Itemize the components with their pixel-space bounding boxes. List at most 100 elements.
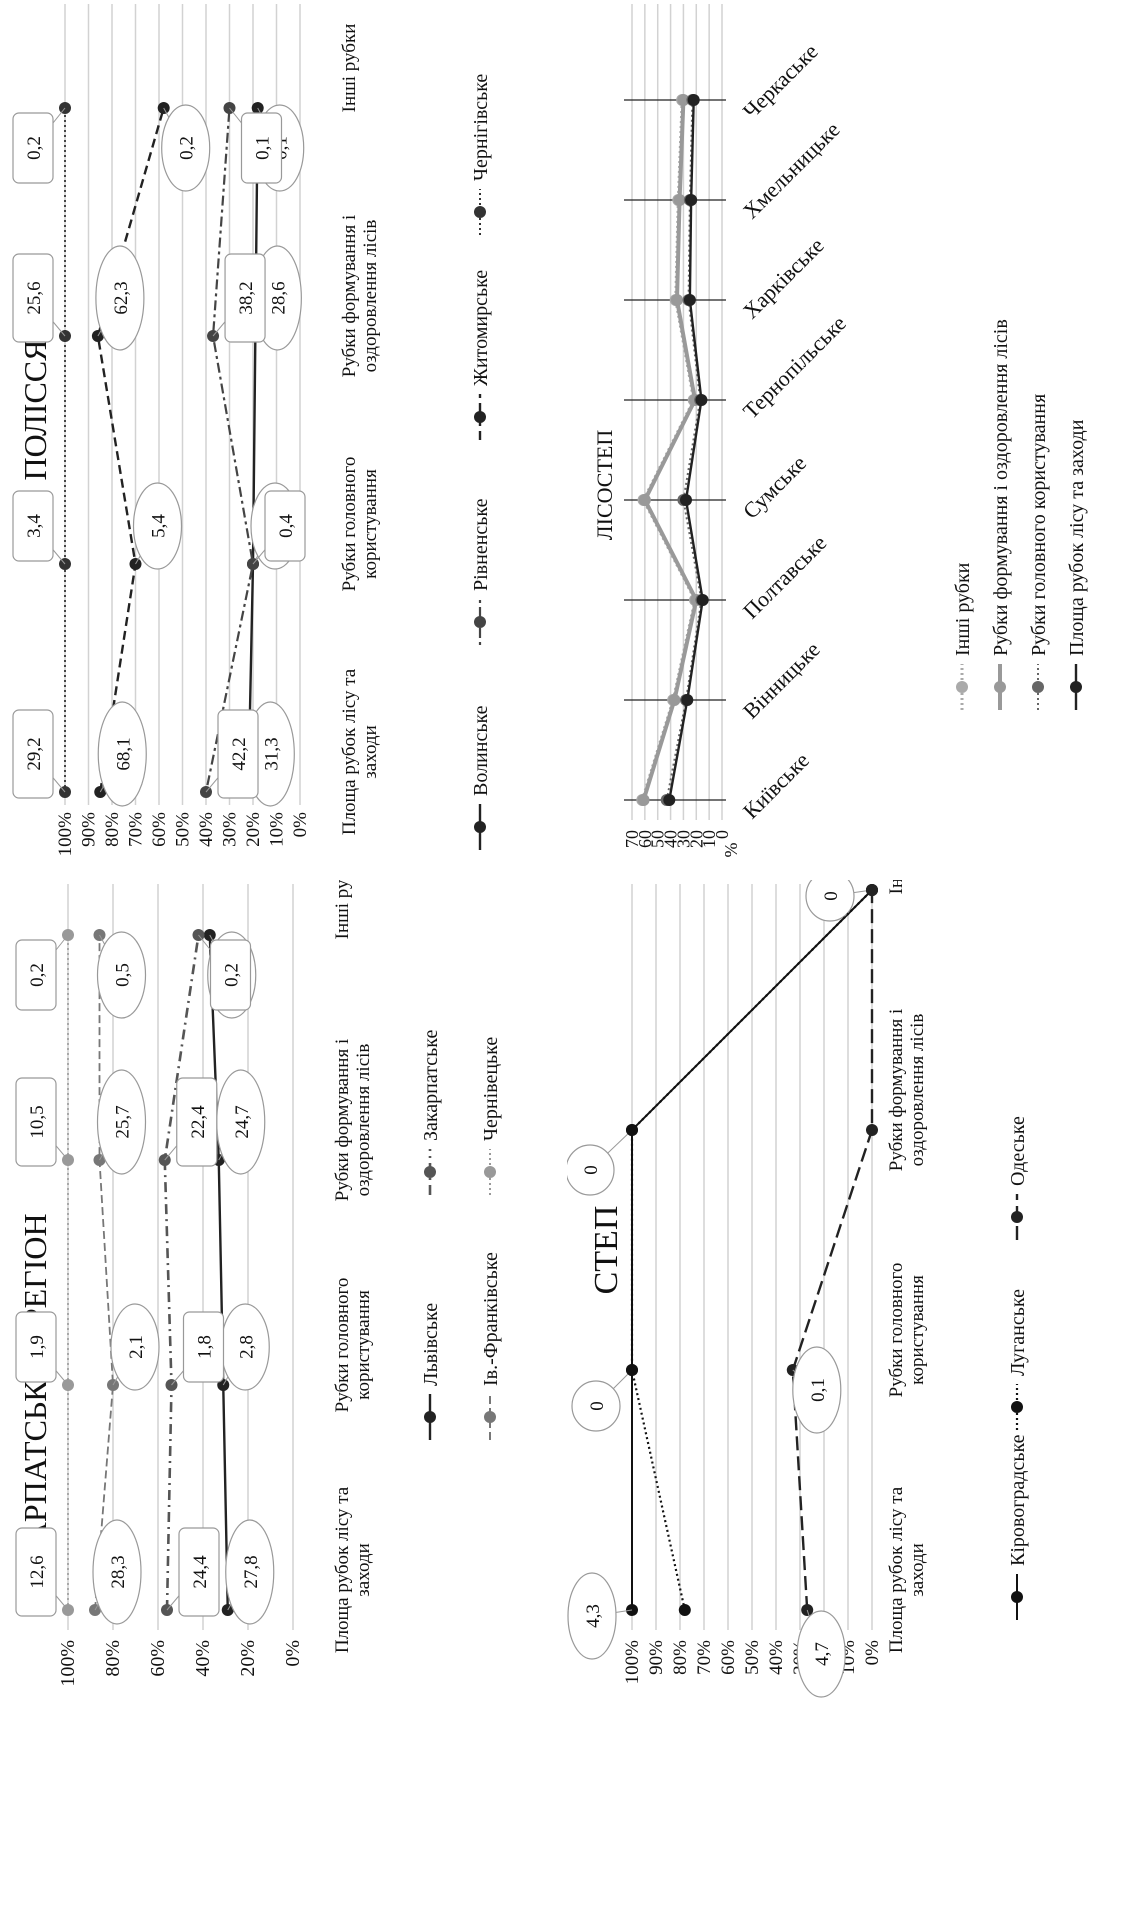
series-line bbox=[94, 935, 114, 1611]
data-label-callout bbox=[96, 931, 147, 1019]
y-tick-label: 80% bbox=[102, 812, 123, 847]
data-point bbox=[638, 494, 651, 506]
data-label: 10,5 bbox=[27, 1105, 48, 1138]
y-tick-label: 30% bbox=[220, 812, 241, 847]
y-tick-label: 10 bbox=[699, 830, 719, 848]
y-tick-label: 50% bbox=[173, 812, 194, 847]
legend-label: Інші рубки bbox=[952, 562, 974, 656]
legend-swatch-marker bbox=[474, 206, 486, 218]
chart-karpaty: КАРПАТСЬКИЙ РЕГІОН 100% 80% 60% 40% 20% 0% 27,8… bbox=[0, 880, 560, 1910]
data-point bbox=[678, 1604, 691, 1616]
series-line bbox=[247, 107, 259, 793]
category-label: Інші рубки bbox=[886, 880, 907, 894]
data-point bbox=[681, 694, 694, 706]
data-label-callout bbox=[178, 1527, 220, 1617]
y-tick-label: 100% bbox=[57, 1640, 79, 1687]
y-tick-label: 90% bbox=[79, 812, 100, 847]
legend-swatch-marker bbox=[474, 411, 486, 423]
data-label-callout bbox=[796, 1610, 846, 1698]
category-label: Рубки формування іоздоровлення лісів bbox=[886, 1009, 928, 1171]
y-tick-label: 60% bbox=[149, 812, 170, 847]
chart-lisostep: ЛІСОСТЕП 70 60 50 40 30 20 10 0% Київське Вінницьк… bbox=[567, 0, 1127, 860]
data-label: 28,6 bbox=[268, 281, 289, 314]
category-label: Рубки головногокористування bbox=[886, 1263, 928, 1398]
data-label-callout bbox=[15, 1527, 57, 1617]
series-line bbox=[791, 890, 874, 1611]
legend-swatch-marker bbox=[474, 821, 486, 833]
data-label-callout bbox=[15, 939, 57, 1011]
data-label-callout bbox=[97, 701, 147, 807]
data-label-callout bbox=[182, 1311, 225, 1383]
data-label: 28,3 bbox=[108, 1555, 129, 1588]
y-tick-label: 100% bbox=[55, 812, 76, 857]
legend-label: Кіровоградське bbox=[1007, 1434, 1029, 1566]
data-label: 24,7 bbox=[232, 1105, 253, 1138]
legend-label: Закарпатське bbox=[420, 1030, 442, 1141]
category-label: Київське bbox=[738, 747, 814, 823]
data-point bbox=[866, 1124, 878, 1136]
data-point bbox=[668, 694, 681, 706]
data-point bbox=[671, 294, 683, 306]
y-tick-label: 80% bbox=[670, 1640, 691, 1675]
data-label-callout bbox=[110, 1303, 160, 1391]
chart-step-svg: СТЕП100%90%80%70%60%50%40%30%20%10%0%4,3… bbox=[567, 880, 1029, 1698]
data-label-callout bbox=[96, 1069, 147, 1175]
y-tick-label: 40% bbox=[766, 1640, 787, 1675]
y-tick-label: 30 bbox=[673, 830, 693, 848]
data-label: 5,4 bbox=[149, 514, 170, 538]
y-tick-label: 90% bbox=[646, 1640, 667, 1675]
data-label: 0,4 bbox=[276, 514, 297, 538]
data-label-callout bbox=[95, 245, 145, 351]
data-label: 2,1 bbox=[126, 1335, 147, 1359]
chart-title: СТЕП bbox=[588, 1206, 625, 1295]
data-label-callout bbox=[240, 112, 283, 184]
data-label-callout bbox=[132, 482, 183, 570]
legend-swatch-marker bbox=[994, 681, 1006, 693]
data-point bbox=[626, 1364, 638, 1376]
y-tick-label: 100% bbox=[622, 1640, 643, 1685]
legend-swatch-marker bbox=[1070, 681, 1082, 693]
data-point bbox=[695, 394, 708, 406]
data-point bbox=[685, 194, 698, 206]
category-label: Рубки формування іоздоровлення лісів bbox=[339, 215, 381, 377]
category-label: Вінницьке bbox=[738, 637, 825, 724]
data-label-callout bbox=[161, 104, 211, 192]
data-label: 25,6 bbox=[24, 281, 45, 314]
category-label: Рубки формування іоздоровлення лісів bbox=[332, 1039, 374, 1201]
y-tick-label: 60% bbox=[718, 1640, 739, 1675]
legend-label: Житомирське bbox=[470, 270, 492, 386]
chart-lisostep-rotated: ЛІСОСТЕП 70 60 50 40 30 20 10 0% Київське Вінницьк… bbox=[567, 0, 1127, 860]
data-label: 24,4 bbox=[190, 1555, 211, 1589]
legend-label: Чернівецьке bbox=[480, 1037, 502, 1141]
data-label-callout bbox=[12, 709, 54, 799]
data-label-callout bbox=[805, 880, 855, 922]
y-tick-label: 20% bbox=[237, 1640, 259, 1677]
legend-label: Чернігівське bbox=[470, 74, 492, 181]
legend-swatch-marker bbox=[424, 1411, 436, 1423]
data-label: 0 bbox=[821, 891, 842, 901]
data-label: 0,2 bbox=[177, 136, 198, 160]
legend-swatch-marker bbox=[474, 616, 486, 628]
data-label-callout bbox=[92, 1519, 142, 1625]
data-label: 0,5 bbox=[113, 963, 134, 987]
y-tick-label: 60% bbox=[147, 1640, 169, 1677]
data-label: 0,2 bbox=[27, 963, 48, 987]
data-label: 0,2 bbox=[24, 136, 45, 160]
category-label: Рубки головногокористування bbox=[339, 457, 381, 592]
data-label-callout bbox=[792, 1346, 842, 1434]
data-label-callout bbox=[225, 1519, 275, 1625]
category-label: Площа рубок лісу тазаходи bbox=[886, 1486, 928, 1653]
data-label: 22,4 bbox=[188, 1105, 209, 1139]
y-tick-label: 0% bbox=[290, 812, 311, 838]
data-label-callout bbox=[176, 1077, 218, 1167]
y-tick-label: 40 bbox=[661, 830, 681, 848]
data-label-callout bbox=[571, 1380, 621, 1432]
category-label: Рубки головногокористування bbox=[332, 1278, 374, 1413]
data-point bbox=[637, 794, 650, 806]
legend-label: Ів.-Франківське bbox=[480, 1252, 502, 1386]
data-point bbox=[683, 294, 696, 306]
data-label: 0,2 bbox=[222, 963, 243, 987]
y-tick-label: 70% bbox=[126, 812, 147, 847]
legend-swatch-marker bbox=[1011, 1401, 1023, 1413]
data-label: 0,1 bbox=[808, 1378, 829, 1402]
